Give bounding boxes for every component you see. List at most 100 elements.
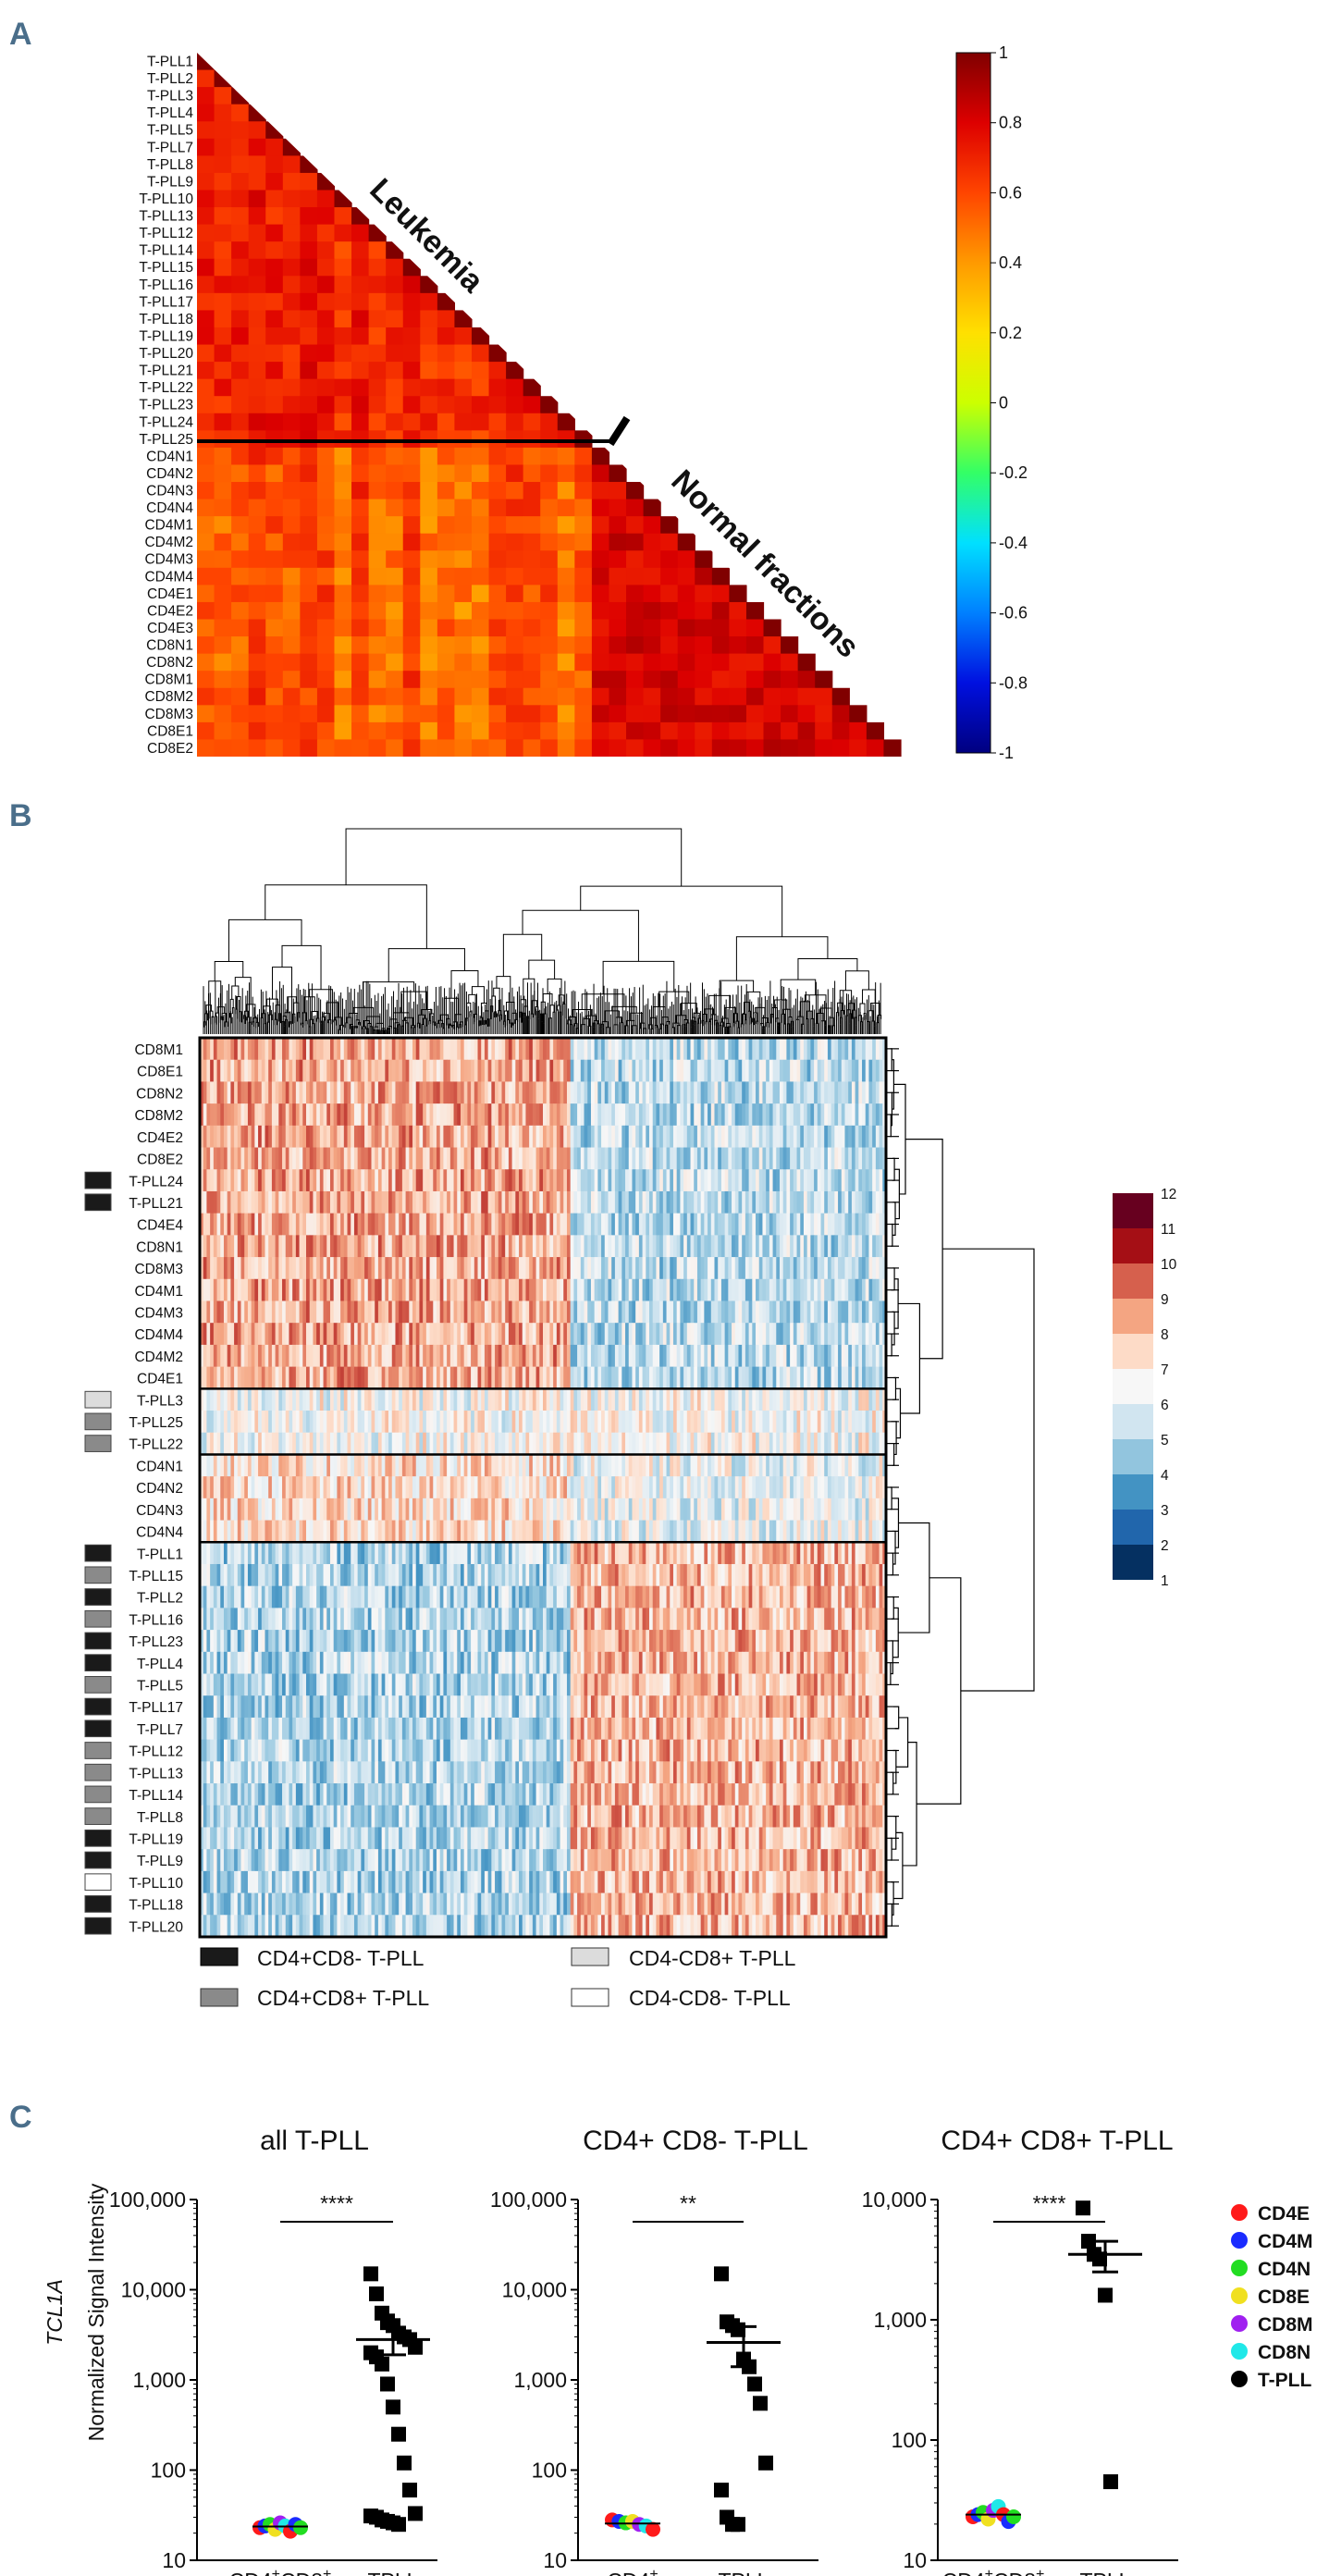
b-cell [560, 1235, 564, 1258]
b-cell [251, 1366, 255, 1389]
b-cell [827, 1366, 832, 1389]
a-cell [334, 310, 352, 328]
dendro-leaf [725, 1028, 728, 1034]
b-cell [471, 1235, 475, 1258]
b-cell [758, 1059, 763, 1082]
a-cell [402, 258, 421, 277]
b-cell [806, 1235, 811, 1258]
b-cell [632, 1278, 636, 1301]
b-cell [803, 1235, 808, 1258]
b-cell [381, 1103, 386, 1127]
b-cell [401, 1366, 407, 1389]
b-cell [361, 1257, 365, 1280]
b-cell [295, 1257, 301, 1280]
a-cell [420, 396, 438, 414]
b-cell [724, 1169, 729, 1192]
b-cell [563, 1125, 568, 1149]
b-cell [268, 1059, 273, 1082]
b-cell [590, 1213, 596, 1236]
b-cell [848, 1323, 853, 1346]
a-cell [300, 601, 318, 621]
b-cell [762, 1300, 767, 1324]
b-cell [851, 1190, 856, 1214]
a-cell [437, 447, 456, 466]
b-cell [501, 1366, 506, 1389]
b-cell [756, 1344, 760, 1368]
b-cell [632, 1081, 636, 1104]
b-cell [608, 1278, 612, 1301]
a-cell [265, 447, 284, 466]
b-cell [621, 1235, 626, 1258]
b-cell [443, 1213, 448, 1236]
b-cell [343, 1323, 349, 1346]
b-cell [357, 1169, 362, 1192]
b-cell [460, 1190, 465, 1214]
b-cell [265, 1300, 269, 1324]
b-cell [855, 1366, 859, 1389]
b-cell [535, 1257, 540, 1280]
a-cell [265, 601, 284, 621]
b-cell [487, 1081, 492, 1104]
b-cell [285, 1388, 289, 1411]
b-cell [790, 1213, 794, 1236]
b-cell [498, 1323, 502, 1346]
a-cell [591, 601, 610, 621]
b-cell [439, 1344, 444, 1368]
b-cell [601, 1366, 606, 1389]
b-cell [570, 1147, 574, 1170]
b-cell [337, 1366, 341, 1389]
b-cell [563, 1103, 568, 1127]
b-cell [628, 1300, 633, 1324]
b-cell [282, 1278, 287, 1301]
b-cell [525, 1190, 530, 1214]
b-cell [872, 1125, 877, 1149]
b-cell [419, 1278, 424, 1301]
b-cell [868, 1344, 873, 1368]
a-cell [557, 413, 575, 431]
a-cell [231, 705, 250, 723]
b-cell [385, 1323, 389, 1346]
b-cell [436, 1190, 441, 1214]
b-cell [841, 1300, 845, 1324]
b-cell [309, 1147, 314, 1170]
a-cell [523, 671, 541, 689]
b-cell [710, 1059, 715, 1082]
a-cell [197, 121, 215, 140]
b-cell [433, 1125, 437, 1149]
a-row-label: CD4M3 [144, 552, 193, 568]
b-cell [415, 1344, 420, 1368]
a-cell [386, 721, 404, 741]
b-cell [313, 1081, 317, 1104]
a-cell [454, 516, 473, 535]
b-cell [577, 1059, 582, 1082]
b-cell [385, 1344, 389, 1368]
b-cell [292, 1059, 297, 1082]
b-cell [834, 1344, 839, 1368]
b-cell [340, 1366, 345, 1389]
a-cb-tick-label: 1 [999, 43, 1008, 62]
b-cell [686, 1213, 692, 1236]
b-cell [817, 1125, 822, 1149]
b-cell [772, 1190, 777, 1214]
b-cell [391, 1147, 396, 1170]
a-cell [282, 653, 301, 672]
a-cell [300, 362, 318, 380]
a-cell [300, 516, 318, 535]
a-cell [248, 739, 266, 757]
b-cell [501, 1278, 506, 1301]
b-cell [223, 1190, 228, 1214]
b-cell [364, 1125, 369, 1149]
b-cell [604, 1257, 609, 1280]
a-cell [781, 705, 799, 723]
b-cell [505, 1190, 510, 1214]
a-cell [282, 413, 301, 431]
b-cell [477, 1278, 482, 1301]
b-cell [577, 1366, 582, 1389]
b-cell [200, 1125, 204, 1149]
a-cell [265, 413, 284, 431]
b-cell [230, 1103, 235, 1127]
b-cell [728, 1300, 732, 1324]
b-cell [498, 1059, 502, 1082]
b-cell [329, 1366, 335, 1389]
b-cell [474, 1257, 479, 1280]
